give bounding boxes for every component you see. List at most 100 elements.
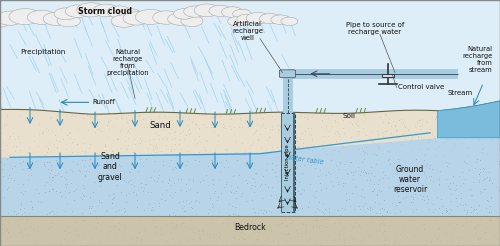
Point <box>316 168 324 172</box>
Point <box>64 133 72 137</box>
Point <box>390 184 398 188</box>
Point <box>296 192 304 196</box>
Point <box>288 117 296 121</box>
Point <box>124 130 132 134</box>
Point <box>147 117 155 121</box>
Point <box>480 186 488 190</box>
Point <box>282 193 290 197</box>
Point <box>492 216 500 220</box>
Point <box>362 133 370 137</box>
Point <box>256 219 264 223</box>
Point <box>370 174 378 178</box>
Point <box>146 138 154 142</box>
Point <box>207 125 215 129</box>
Point <box>60 122 68 125</box>
Circle shape <box>28 10 56 24</box>
Point <box>94 124 102 128</box>
Point <box>5 137 13 140</box>
Point <box>420 222 428 226</box>
Point <box>210 131 218 135</box>
Point <box>254 138 262 142</box>
Point <box>441 228 449 232</box>
Point <box>190 137 198 141</box>
Point <box>199 122 207 125</box>
Point <box>281 216 289 220</box>
Point <box>93 127 101 131</box>
Point <box>380 198 388 202</box>
Point <box>320 135 328 138</box>
Point <box>224 216 232 220</box>
Point <box>192 143 200 147</box>
Point <box>130 114 138 118</box>
Point <box>396 231 404 235</box>
Point <box>492 210 500 214</box>
Point <box>460 136 468 140</box>
Point <box>57 242 65 246</box>
Point <box>229 212 237 216</box>
Point <box>304 117 312 121</box>
Point <box>252 218 260 222</box>
Point <box>61 182 69 186</box>
Point <box>414 134 422 138</box>
Point <box>393 133 401 137</box>
Point <box>25 159 33 163</box>
Point <box>209 115 217 119</box>
Point <box>118 116 126 120</box>
Point <box>272 174 280 178</box>
Point <box>283 149 291 153</box>
Text: Water table: Water table <box>285 154 324 165</box>
Point <box>292 136 300 140</box>
Point <box>64 225 72 229</box>
Point <box>188 120 196 123</box>
Polygon shape <box>0 133 500 216</box>
Point <box>486 176 494 180</box>
Point <box>86 195 94 199</box>
Point <box>178 115 186 119</box>
Point <box>406 139 414 143</box>
Point <box>366 234 374 238</box>
Point <box>175 241 183 245</box>
Point <box>485 132 493 136</box>
Point <box>277 189 285 193</box>
Point <box>458 223 466 227</box>
Point <box>192 212 200 216</box>
Point <box>296 180 304 184</box>
Point <box>386 211 394 215</box>
Circle shape <box>168 13 193 25</box>
Point <box>207 115 215 119</box>
Point <box>192 122 200 126</box>
Point <box>174 153 182 157</box>
Point <box>312 218 320 222</box>
Point <box>334 180 342 184</box>
Point <box>110 172 118 176</box>
Point <box>264 237 272 241</box>
Point <box>120 178 128 182</box>
Point <box>289 133 297 137</box>
Point <box>108 201 116 205</box>
Point <box>368 139 376 143</box>
Point <box>54 171 62 175</box>
Point <box>44 167 52 171</box>
Bar <box>293 113 294 212</box>
Point <box>460 177 468 181</box>
Point <box>134 114 142 118</box>
Point <box>54 233 62 237</box>
Point <box>48 175 56 179</box>
Text: Control valve: Control valve <box>398 84 444 90</box>
Point <box>158 123 166 127</box>
Point <box>80 150 88 154</box>
Point <box>309 160 317 164</box>
Point <box>363 206 371 210</box>
Point <box>242 225 250 229</box>
Point <box>268 167 276 171</box>
Point <box>361 170 369 174</box>
Point <box>192 141 200 145</box>
Point <box>180 225 188 229</box>
Point <box>4 185 12 189</box>
Circle shape <box>54 8 78 20</box>
Point <box>480 132 488 136</box>
Point <box>234 173 242 177</box>
Point <box>260 225 268 229</box>
Point <box>384 121 392 125</box>
Point <box>397 142 405 146</box>
